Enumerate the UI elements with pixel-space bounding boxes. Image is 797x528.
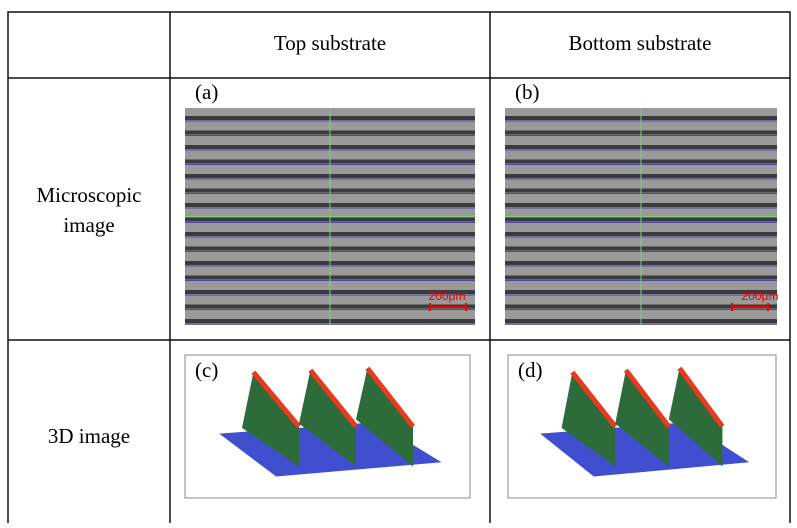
images <box>184 108 777 499</box>
ridge-top <box>623 368 671 429</box>
row-header: Microscopic image <box>36 183 142 237</box>
ridge <box>242 372 299 467</box>
panel-label: (c) <box>195 358 218 382</box>
ridge <box>561 372 616 467</box>
ridge-top <box>308 368 358 429</box>
row-header: 3D image <box>48 424 130 448</box>
column-header: Top substrate <box>274 31 386 55</box>
ridge <box>668 368 723 467</box>
scale-bar <box>731 303 769 311</box>
row-header-box: Microscopic image <box>36 183 142 237</box>
ridge-top <box>251 370 301 429</box>
table-grid <box>7 11 791 528</box>
column-header: Bottom substrate <box>569 31 712 55</box>
scale-bar-label: 200μm <box>742 289 779 303</box>
scale-bar <box>429 303 467 311</box>
ridge <box>299 370 356 467</box>
ridge <box>615 370 669 467</box>
ridge <box>356 368 413 467</box>
ridge-top <box>365 366 415 429</box>
scale-bar-label: 200μm <box>429 289 466 303</box>
panel-label: (a) <box>195 80 218 104</box>
panel-label: (d) <box>518 358 543 382</box>
panel-label: (b) <box>515 80 540 104</box>
ridge-top <box>677 366 725 428</box>
ridge-top <box>570 370 618 429</box>
